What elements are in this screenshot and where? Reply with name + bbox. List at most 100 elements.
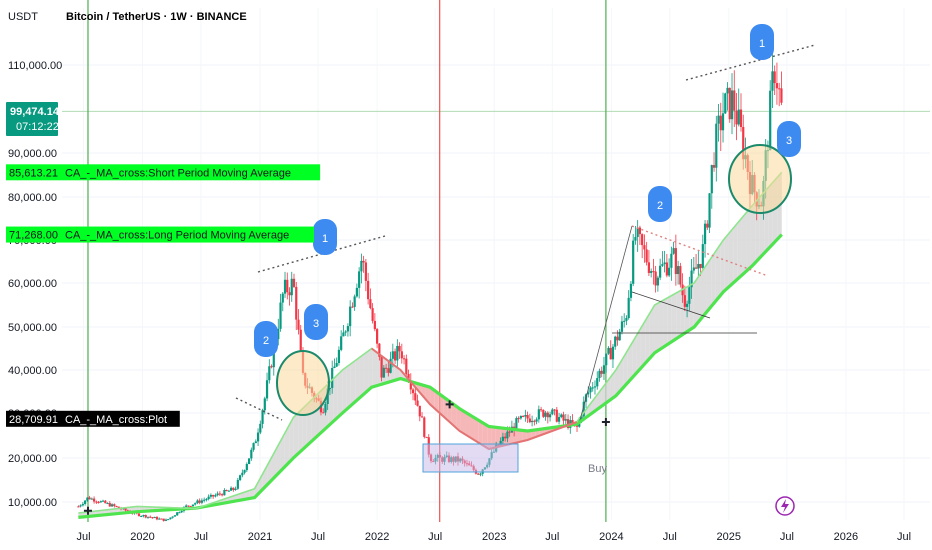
x-tick-label: 2021 [248,531,272,543]
candle-body [124,508,127,511]
candle-body [479,473,482,475]
trendline-2021-left [235,397,283,421]
ma-fill-segment [333,374,338,422]
candle-body [384,367,388,369]
ma-fill-segment [619,357,624,393]
ma-fill-segment [245,490,250,500]
candle-body [715,123,718,168]
candle-body [701,244,704,268]
candle-body [587,392,590,395]
ma-fill-segment [640,320,646,368]
ma-fill-segment [262,465,268,489]
candle-body [703,223,707,245]
ma-fill-segment [421,384,426,400]
candle-body [609,347,612,360]
candle-body [230,487,233,491]
x-tick-label: 2024 [599,531,623,543]
candle-body [196,500,199,504]
candle-body [670,253,673,268]
candle-body [706,223,709,228]
candle-body [88,497,91,500]
candle-body [425,436,428,438]
candle-body [153,517,156,519]
candle-body [685,303,689,307]
ma-fill-segment [491,426,496,449]
candle-body [721,113,725,131]
candle-body [602,365,606,374]
candle-body [672,248,675,254]
ma-fill-segment [526,430,532,441]
lightning-icon-glyph [781,499,789,513]
highlight-circle [276,350,330,416]
candle-body [598,370,601,379]
candle-body [677,266,680,275]
candle-body [423,417,426,437]
ma-fill-segment [487,425,492,449]
candle-body [169,517,172,520]
candle-body [387,368,390,373]
candle-body [409,381,412,390]
x-tick-label: 2026 [834,531,858,543]
ma-fill-segment [465,412,470,438]
candle-body [506,431,509,439]
candle-body [162,518,165,521]
candle-body [349,306,352,327]
indicator-label: 71,268.00 CA_-_MA_cross:Long Period Movin… [6,226,314,243]
candle-body [699,263,702,268]
annotations: 1 2 3 1 2 3 [83,24,816,516]
candle-body [710,165,713,194]
candle-body [362,260,365,263]
candle-body [591,387,594,389]
candle-body [416,400,419,406]
candle-body [477,473,480,475]
ma-fill-segment [399,369,404,380]
candle-body [739,109,743,127]
trendline-2024-top [631,225,769,277]
ma-fill-segment [359,354,364,398]
wave-badge-label: 1 [322,233,328,245]
accumulation-box [422,443,519,473]
ma-fill-segment [689,283,694,331]
candle-body [692,267,695,271]
short-ma-bearish-line [371,347,578,451]
ma-fill-segment [680,288,685,336]
wave-badge-label: 3 [313,318,319,330]
ma-fill-segment [447,400,452,425]
ma-fill-segment [693,276,698,328]
candle-body [542,410,545,417]
candle-body [616,336,619,341]
candle-body [726,87,729,94]
candle-body [185,505,188,507]
indicator-labels: 85,613.21 CA_-_MA_cross:Short Period Movi… [6,164,321,427]
candle-body [283,279,287,294]
ma-fill-segment [460,409,466,435]
candle-body [340,336,343,350]
ma-fill-segment [522,430,527,442]
candle-body [171,516,174,518]
x-axis[interactable]: Jul 2020 Jul 2021 Jul 2022 Jul 2023 Jul 2024 Jul 20… [76,531,911,543]
candle-body [158,518,161,520]
candle-body [335,362,338,367]
ma-fill-segment [289,417,294,463]
candle-body [548,414,552,418]
candle-body [81,503,84,506]
candle-body [110,504,114,507]
candle-body [167,519,170,521]
candle-body [537,409,540,420]
candle-body [400,351,403,359]
wave-badge [254,321,278,357]
wave-badge [304,304,328,340]
candle-body [268,366,271,381]
candle-body [241,472,244,476]
candle-body [84,500,87,504]
candle-body [178,512,181,514]
cross-marker [601,418,610,426]
candle-body [344,331,347,333]
candle-body [97,501,100,503]
candle-body [277,328,280,340]
candle-body [254,441,257,444]
candle-body [95,501,98,503]
candle-body [712,165,716,168]
candle-body [115,506,118,508]
